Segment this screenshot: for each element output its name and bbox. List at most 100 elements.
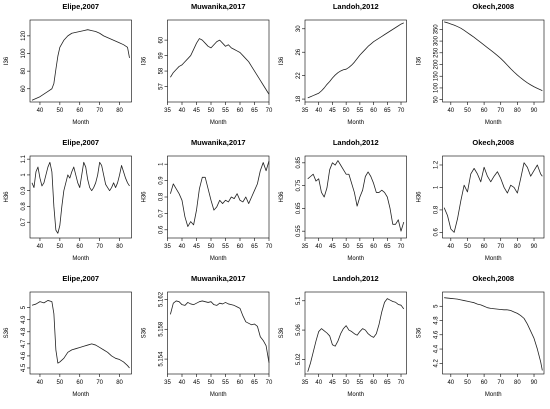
y-tick-label: 100 [21,48,27,59]
y-axis-label: I36 [417,56,423,65]
y-axis-label: I36 [279,56,285,65]
x-tick-label: 40 [315,244,322,250]
x-tick-label: 60 [481,108,488,114]
chart-title: Okech,2008 [472,2,514,11]
series-line [307,298,405,372]
x-tick-label: 40 [179,108,186,114]
x-tick-label: 60 [76,244,83,250]
series-line [31,300,130,369]
y-tick-label: 0.7 [21,217,27,226]
x-tick-label: 55 [357,108,364,114]
chart-title: Landoh,2012 [333,138,379,147]
x-tick-label: 40 [179,244,186,250]
x-tick-label: 70 [398,244,405,250]
y-tick-label: 26 [296,48,302,55]
x-tick-label: 55 [222,380,229,386]
x-tick-label: 60 [76,108,83,114]
y-tick-label: 0.75 [296,179,302,191]
chart-panel: Muwanika,2017 35 40 45 50 55 60 65 70 57 58 59 60 Mon… [142,2,273,126]
y-tick-label: 4.9 [21,315,27,324]
y-tick-label: 4.2 [434,358,440,367]
y-tick-label: 120 [21,30,27,41]
x-tick-label: 50 [208,380,215,386]
y-tick-label: 57 [159,83,165,90]
x-tick-label: 35 [164,380,171,386]
x-tick-label: 40 [37,380,44,386]
chart-title: Landoh,2012 [333,2,379,11]
y-tick-label: 0.65 [296,202,302,214]
x-axis-label: Month [72,256,89,262]
x-axis-label: Month [210,392,227,398]
y-tick-label: 80 [21,67,27,74]
y-tick-label: 0.9 [21,186,27,195]
x-tick-label: 80 [116,380,123,386]
series-line [307,22,404,99]
x-tick-label: 80 [116,108,123,114]
chart-title: Elipe,2007 [62,138,99,147]
y-tick-label: 4.8 [434,316,440,325]
plot-frame [442,155,545,239]
x-tick-label: 50 [57,380,64,386]
x-tick-label: 80 [514,244,521,250]
x-tick-label: 50 [464,244,471,250]
x-axis-label: Month [72,392,89,398]
plot-frame [442,291,545,375]
y-tick-label: 0.8 [159,192,165,201]
x-tick-label: 70 [266,108,273,114]
x-axis-label: Month [485,120,502,126]
x-tick-label: 35 [164,244,171,250]
y-tick-label: 5.02 [296,353,302,365]
x-tick-label: 50 [343,108,350,114]
y-axis-label: S36 [4,327,10,338]
x-tick-label: 40 [179,380,186,386]
x-tick-label: 70 [96,244,103,250]
y-tick-label: 100 [434,82,440,93]
series-line [170,38,270,95]
x-tick-label: 60 [481,380,488,386]
plot-frame [29,155,132,239]
series-line [31,161,130,234]
y-tick-label: 60 [159,36,165,43]
chart-title: Muwanika,2017 [191,138,246,147]
x-tick-label: 55 [222,244,229,250]
x-tick-label: 80 [116,244,123,250]
x-tick-label: 45 [193,108,200,114]
y-tick-label: 350 [434,24,440,35]
x-tick-label: 50 [57,108,64,114]
chart-panel: Landoh,2012 35 40 45 50 55 60 65 70 0.55 0.65 0.75 0… [279,138,407,262]
x-tick-label: 70 [266,380,273,386]
x-tick-label: 50 [57,244,64,250]
plot-frame [442,19,545,103]
y-tick-label: 1.2 [434,160,440,169]
chart-title: Muwanika,2017 [191,274,246,283]
y-tick-label: 200 [434,59,440,70]
x-tick-label: 60 [237,108,244,114]
x-tick-label: 70 [398,108,405,114]
x-axis-label: Month [347,120,364,126]
x-tick-label: 50 [343,244,350,250]
x-tick-label: 60 [370,380,377,386]
y-tick-label: 0.85 [296,156,302,168]
y-axis-label: S36 [417,327,423,338]
y-axis-label: H36 [4,191,10,203]
y-tick-label: 5.158 [159,321,165,337]
x-tick-label: 70 [266,244,273,250]
plot-frame [167,291,270,375]
chart-panel: Muwanika,2017 35 40 45 50 55 60 65 70 0.6 0.7 0.8 0.… [142,138,273,262]
x-tick-label: 80 [514,108,521,114]
plot-frame [29,291,132,375]
y-tick-label: 0.8 [434,205,440,214]
x-tick-label: 55 [357,380,364,386]
x-tick-label: 35 [302,244,309,250]
x-tick-label: 40 [37,244,44,250]
x-tick-label: 50 [208,108,215,114]
y-tick-label: 1 [434,185,440,189]
x-tick-label: 60 [237,380,244,386]
series-line [170,300,270,363]
x-tick-label: 60 [370,108,377,114]
x-tick-label: 65 [384,244,391,250]
chart-panel: Okech,2008 40 50 60 70 80 90 0.6 0.8 1 1.2 Month H36 [417,138,545,262]
x-tick-label: 40 [447,380,454,386]
x-tick-label: 45 [193,380,200,386]
